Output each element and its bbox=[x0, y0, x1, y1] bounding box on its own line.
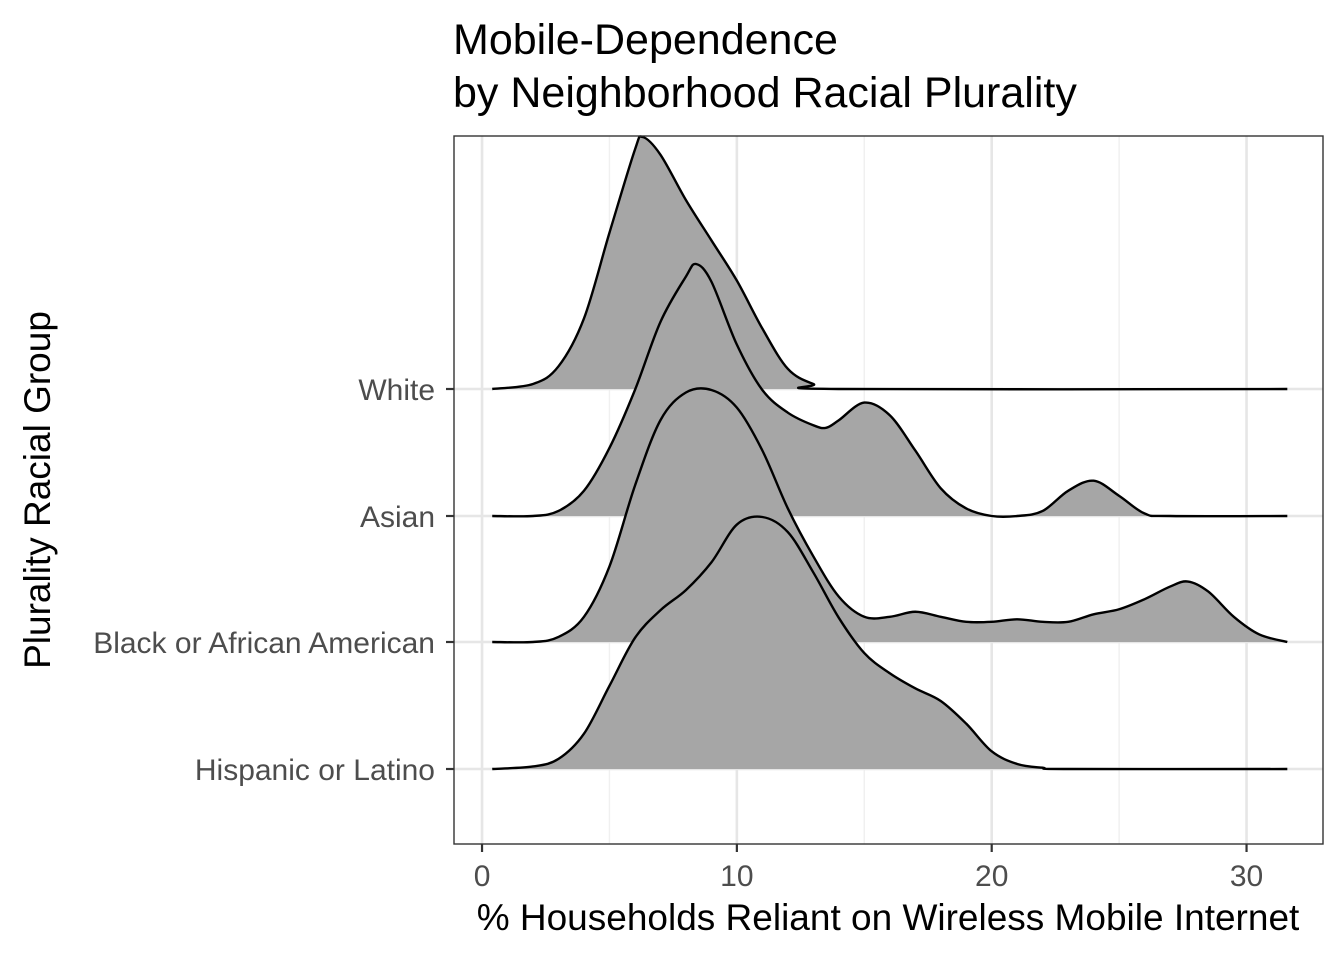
x-axis: 0 10 20 30 bbox=[474, 844, 1263, 893]
y-tick-label: Hispanic or Latino bbox=[195, 754, 435, 787]
ridge-area-hispanic-or-latino bbox=[492, 516, 1288, 770]
ridge-area-black-or-african-american bbox=[492, 388, 1288, 643]
x-axis-title: % Households Reliant on Wireless Mobile … bbox=[477, 897, 1300, 938]
y-tick-label: Black or African American bbox=[93, 627, 435, 660]
y-tick-label: Asian bbox=[360, 501, 435, 534]
x-tick-label: 10 bbox=[720, 860, 753, 893]
ridge-line-black-or-african-american bbox=[492, 387, 1288, 644]
ridge-line-hispanic-or-latino bbox=[492, 515, 1288, 771]
density-ridges bbox=[492, 135, 1288, 771]
y-axis-title: Plurality Racial Group bbox=[17, 311, 58, 669]
x-tick-label: 0 bbox=[474, 860, 491, 893]
y-axis: Hispanic or Latino Black or African Ameri… bbox=[93, 374, 454, 787]
x-tick-label: 30 bbox=[1230, 860, 1263, 893]
chart-title-line-1: Mobile-Dependence bbox=[453, 16, 838, 64]
ridge-line-asian bbox=[492, 262, 1288, 518]
ridge-line-white bbox=[492, 135, 1288, 391]
x-tick-label: 20 bbox=[975, 860, 1008, 893]
y-tick-label: White bbox=[358, 374, 435, 407]
chart-title-line-2: by Neighborhood Racial Plurality bbox=[453, 69, 1077, 117]
plot-border bbox=[453, 135, 1324, 845]
